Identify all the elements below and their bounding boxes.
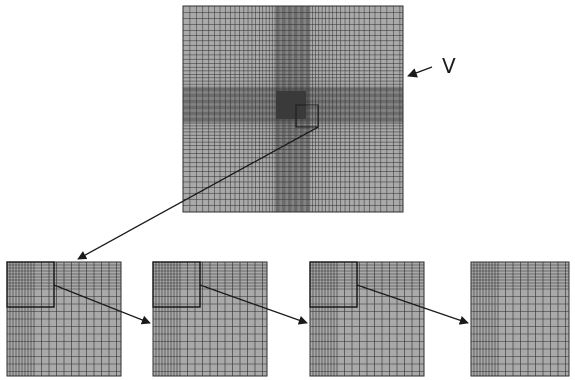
zoom-panel-2 [152,261,268,377]
zoom3-to-zoom4-arrow [356,284,469,325]
v-label: V [442,54,456,78]
zoom-panel-2-inset-box [152,261,201,308]
zoom-panel-4 [470,261,570,377]
zoom-panel-3 [309,261,425,377]
main-to-zoom1-arrow [77,126,319,260]
zoom-panel-1 [6,261,122,377]
zoom-panels-row [6,261,570,377]
zoom-panel-3-inset-box [309,261,358,308]
zoom1-to-zoom2-arrow [53,284,151,325]
zoom2-to-zoom3-arrow [199,284,308,325]
v-arrow [407,66,433,78]
zoom-panel-1-grid [6,261,121,376]
zoom-panel-3-grid [309,261,424,376]
main-mesh-grid [182,5,403,212]
main-mesh-panel [182,5,404,213]
v-annotation: V [407,54,456,78]
zoom-region-marker [295,104,319,128]
zoom-panel-2-grid [152,261,267,376]
zoom-panel-1-inset-box [6,261,55,308]
zoom-panel-4-grid [470,261,569,376]
